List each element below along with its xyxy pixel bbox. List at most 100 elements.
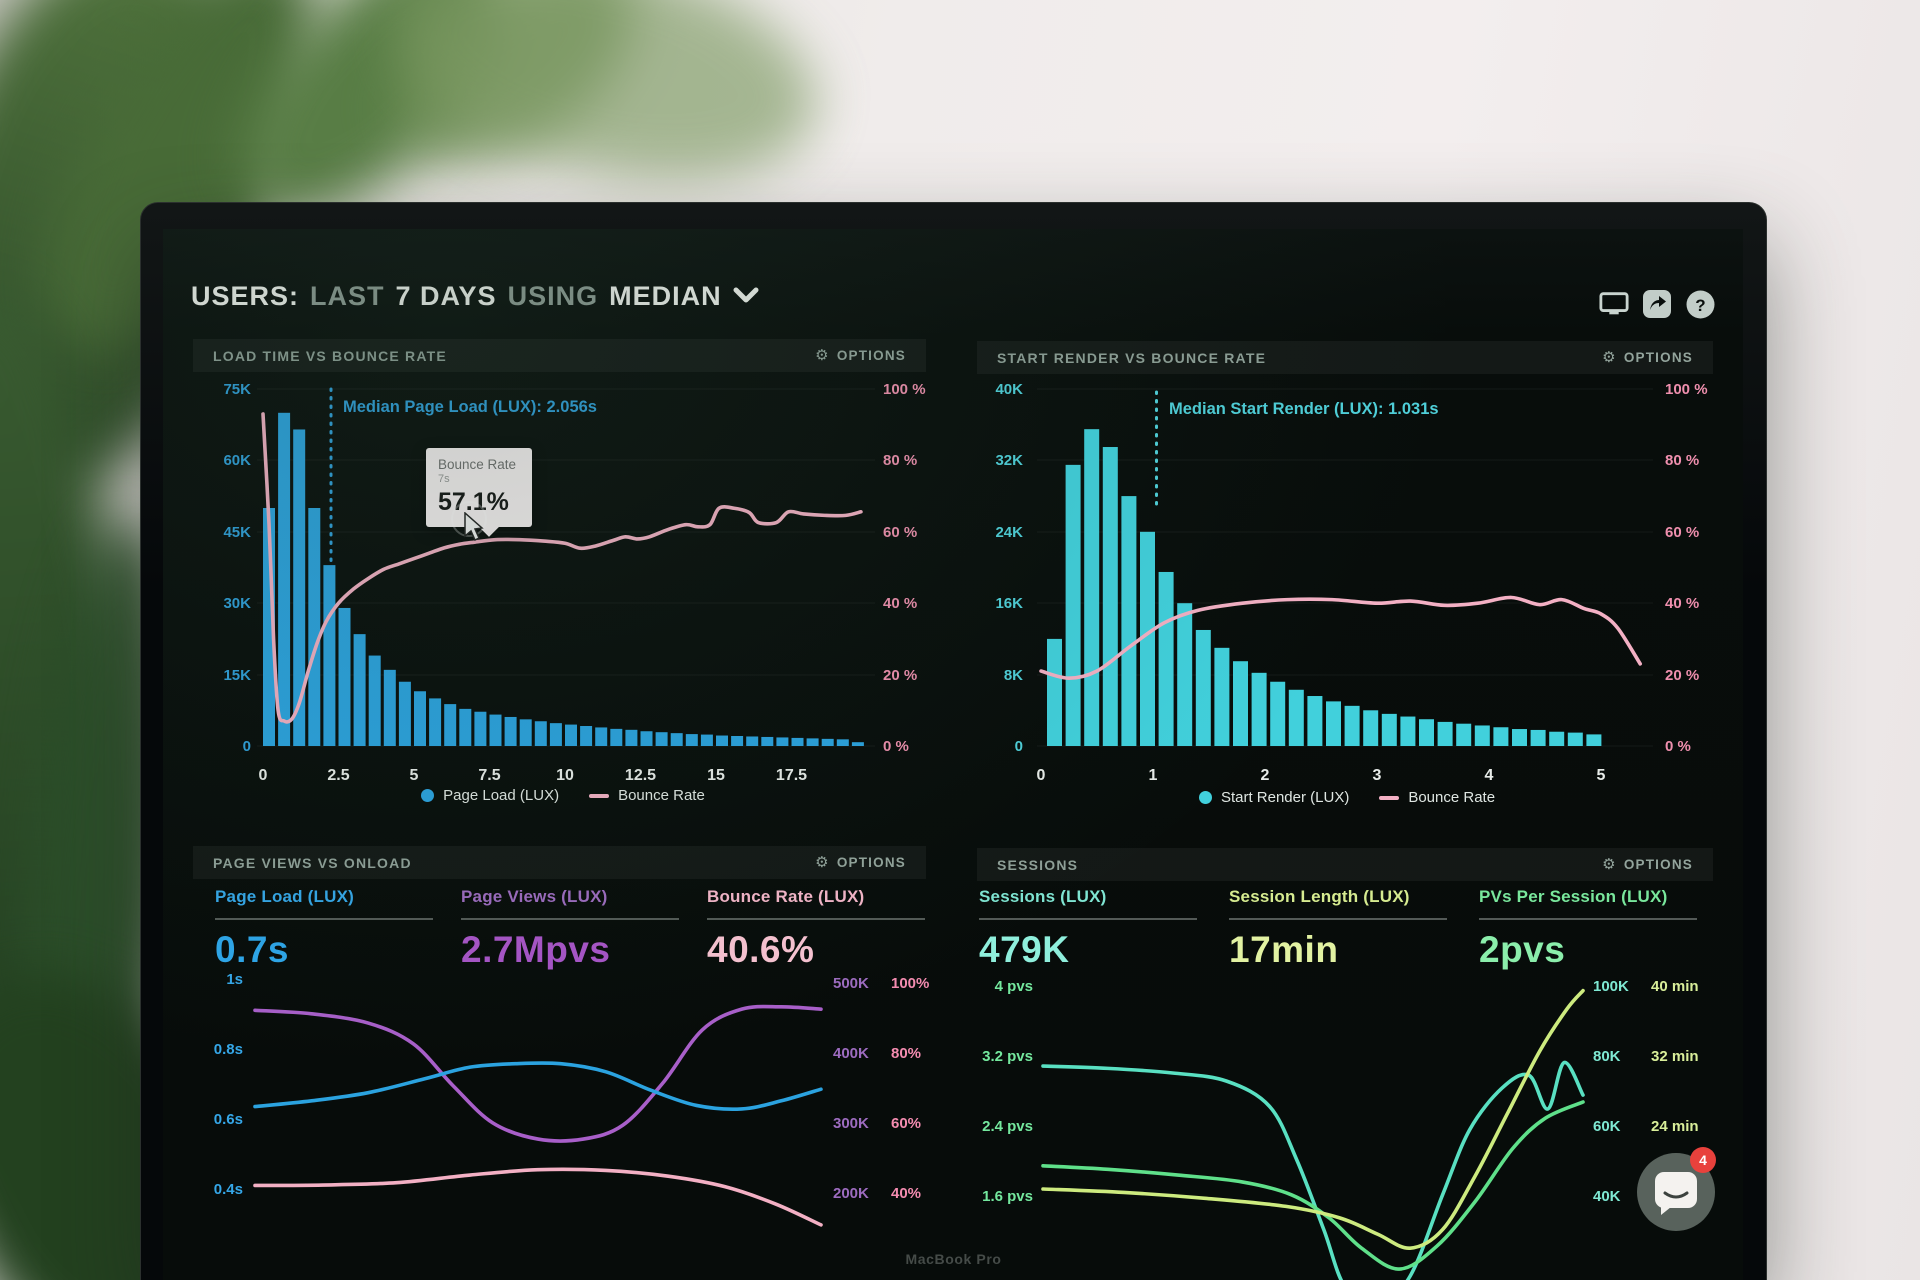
bounce-rate-line[interactable] <box>1039 595 1642 680</box>
bar[interactable] <box>549 723 562 746</box>
bar[interactable] <box>1344 705 1360 746</box>
series-line[interactable] <box>1041 1060 1585 1280</box>
bar[interactable] <box>791 737 804 746</box>
bar[interactable] <box>534 721 547 746</box>
bar[interactable] <box>1214 647 1230 746</box>
options-button-start-render[interactable]: ⚙ OPTIONS <box>1602 348 1693 366</box>
bar[interactable] <box>1586 734 1602 746</box>
bar[interactable] <box>851 742 864 746</box>
bar[interactable] <box>1251 672 1267 746</box>
bar[interactable] <box>1195 629 1211 746</box>
bar[interactable] <box>746 736 759 746</box>
bar[interactable] <box>1400 716 1416 746</box>
bar[interactable] <box>625 729 638 746</box>
bar[interactable] <box>565 724 577 746</box>
bar[interactable] <box>519 719 532 746</box>
bar[interactable] <box>308 508 321 746</box>
bar[interactable] <box>1121 496 1137 746</box>
bar[interactable] <box>1567 732 1583 746</box>
bar[interactable] <box>1102 447 1118 746</box>
bar[interactable] <box>836 739 849 746</box>
page-views-vs-onload-chart[interactable]: 1s 0.8s 0.6s 0.4s 500K 400K 300K 200K 100% 80% 60%… <box>193 956 933 1280</box>
bar[interactable] <box>1233 661 1248 746</box>
legend-item-bounce-rate[interactable]: Bounce Rate <box>1379 789 1495 806</box>
bar[interactable] <box>580 726 593 746</box>
y-axis-right-tick: 60K <box>1593 1118 1621 1135</box>
bar[interactable] <box>821 738 834 746</box>
load-time-vs-bounce-rate-chart[interactable]: 75K 60K 45K 30K 15K 0 100 % 80 % 60 % 40 % 20 % 0 %… <box>193 376 933 821</box>
bar[interactable] <box>489 714 502 746</box>
bounce-rate-line[interactable] <box>261 412 863 724</box>
bar[interactable] <box>731 736 744 746</box>
y-axis-right-tick: 0 % <box>883 738 909 755</box>
bar[interactable] <box>474 711 487 746</box>
bar[interactable] <box>504 716 517 746</box>
display-icon[interactable] <box>1599 289 1629 319</box>
bar[interactable] <box>670 733 683 746</box>
bar[interactable] <box>1549 731 1565 746</box>
bar[interactable] <box>1084 429 1100 746</box>
users-period-dropdown[interactable]: USERS: LAST 7 DAYS USING MEDIAN <box>191 279 759 312</box>
x-axis-tick: 0 <box>1037 767 1046 784</box>
y-axis-left-tick: 24K <box>995 524 1023 541</box>
series-line[interactable] <box>1041 1100 1585 1271</box>
bar[interactable] <box>1140 531 1155 746</box>
bar[interactable] <box>716 735 728 746</box>
bar[interactable] <box>1456 723 1472 746</box>
sessions-chart[interactable]: 4 pvs 3.2 pvs 2.4 pvs 1.6 pvs 100K 80K 60K 40K 4… <box>977 956 1717 1280</box>
x-axis-tick: 15 <box>707 767 725 784</box>
bar[interactable] <box>1493 727 1509 746</box>
legend-item-bounce-rate[interactable]: Bounce Rate <box>589 787 705 804</box>
bar[interactable] <box>640 731 653 746</box>
bar[interactable] <box>1419 719 1434 746</box>
bar[interactable] <box>610 728 623 746</box>
bar[interactable] <box>761 736 774 746</box>
bar[interactable] <box>1270 681 1286 746</box>
bar[interactable] <box>278 412 291 746</box>
bar[interactable] <box>700 734 713 746</box>
bar[interactable] <box>1047 638 1062 746</box>
series-line[interactable] <box>253 1004 823 1143</box>
share-icon[interactable] <box>1642 289 1672 319</box>
options-button-sessions[interactable]: ⚙ OPTIONS <box>1602 855 1693 873</box>
series-line[interactable] <box>253 1167 823 1227</box>
series-line[interactable] <box>253 1061 823 1111</box>
bar[interactable] <box>685 734 698 746</box>
help-icon[interactable]: ? <box>1685 289 1715 319</box>
bar[interactable] <box>1065 464 1081 746</box>
bar[interactable] <box>1530 729 1546 746</box>
bar[interactable] <box>776 737 789 746</box>
bar[interactable] <box>595 727 608 746</box>
bar[interactable] <box>383 669 396 746</box>
options-button-page-views[interactable]: ⚙ OPTIONS <box>815 853 906 871</box>
bar[interactable] <box>293 429 306 746</box>
bar[interactable] <box>368 655 381 746</box>
y-axis-left-tick: 1.6 pvs <box>982 1188 1033 1205</box>
chat-launcher[interactable]: 4 <box>1637 1147 1716 1231</box>
bar[interactable] <box>1363 710 1379 746</box>
bar[interactable] <box>323 565 336 746</box>
bar[interactable] <box>1307 696 1323 746</box>
legend-item-page-load[interactable]: Page Load (LUX) <box>421 787 559 804</box>
series-line[interactable] <box>1041 988 1585 1250</box>
bar[interactable] <box>1177 603 1193 746</box>
bar[interactable] <box>1512 729 1527 746</box>
bar[interactable] <box>353 634 366 746</box>
start-render-vs-bounce-rate-chart[interactable]: 40K 32K 24K 16K 8K 0 100 % 80 % 60 % 40 % 20 % 0 % M… <box>977 376 1717 821</box>
bar[interactable] <box>1288 689 1304 746</box>
legend-item-start-render[interactable]: Start Render (LUX) <box>1198 789 1349 806</box>
bar[interactable] <box>1437 721 1453 746</box>
bar[interactable] <box>414 691 426 746</box>
bar[interactable] <box>338 607 351 746</box>
bar[interactable] <box>459 708 472 746</box>
bar[interactable] <box>444 704 457 746</box>
bar[interactable] <box>429 698 442 746</box>
options-button-load-time[interactable]: ⚙ OPTIONS <box>815 346 906 364</box>
bar[interactable] <box>1381 713 1397 746</box>
bar[interactable] <box>398 681 411 746</box>
bar[interactable] <box>806 738 819 746</box>
bar[interactable] <box>1158 571 1174 746</box>
bar[interactable] <box>1474 725 1490 746</box>
bar[interactable] <box>655 732 668 746</box>
bar[interactable] <box>1326 701 1341 746</box>
